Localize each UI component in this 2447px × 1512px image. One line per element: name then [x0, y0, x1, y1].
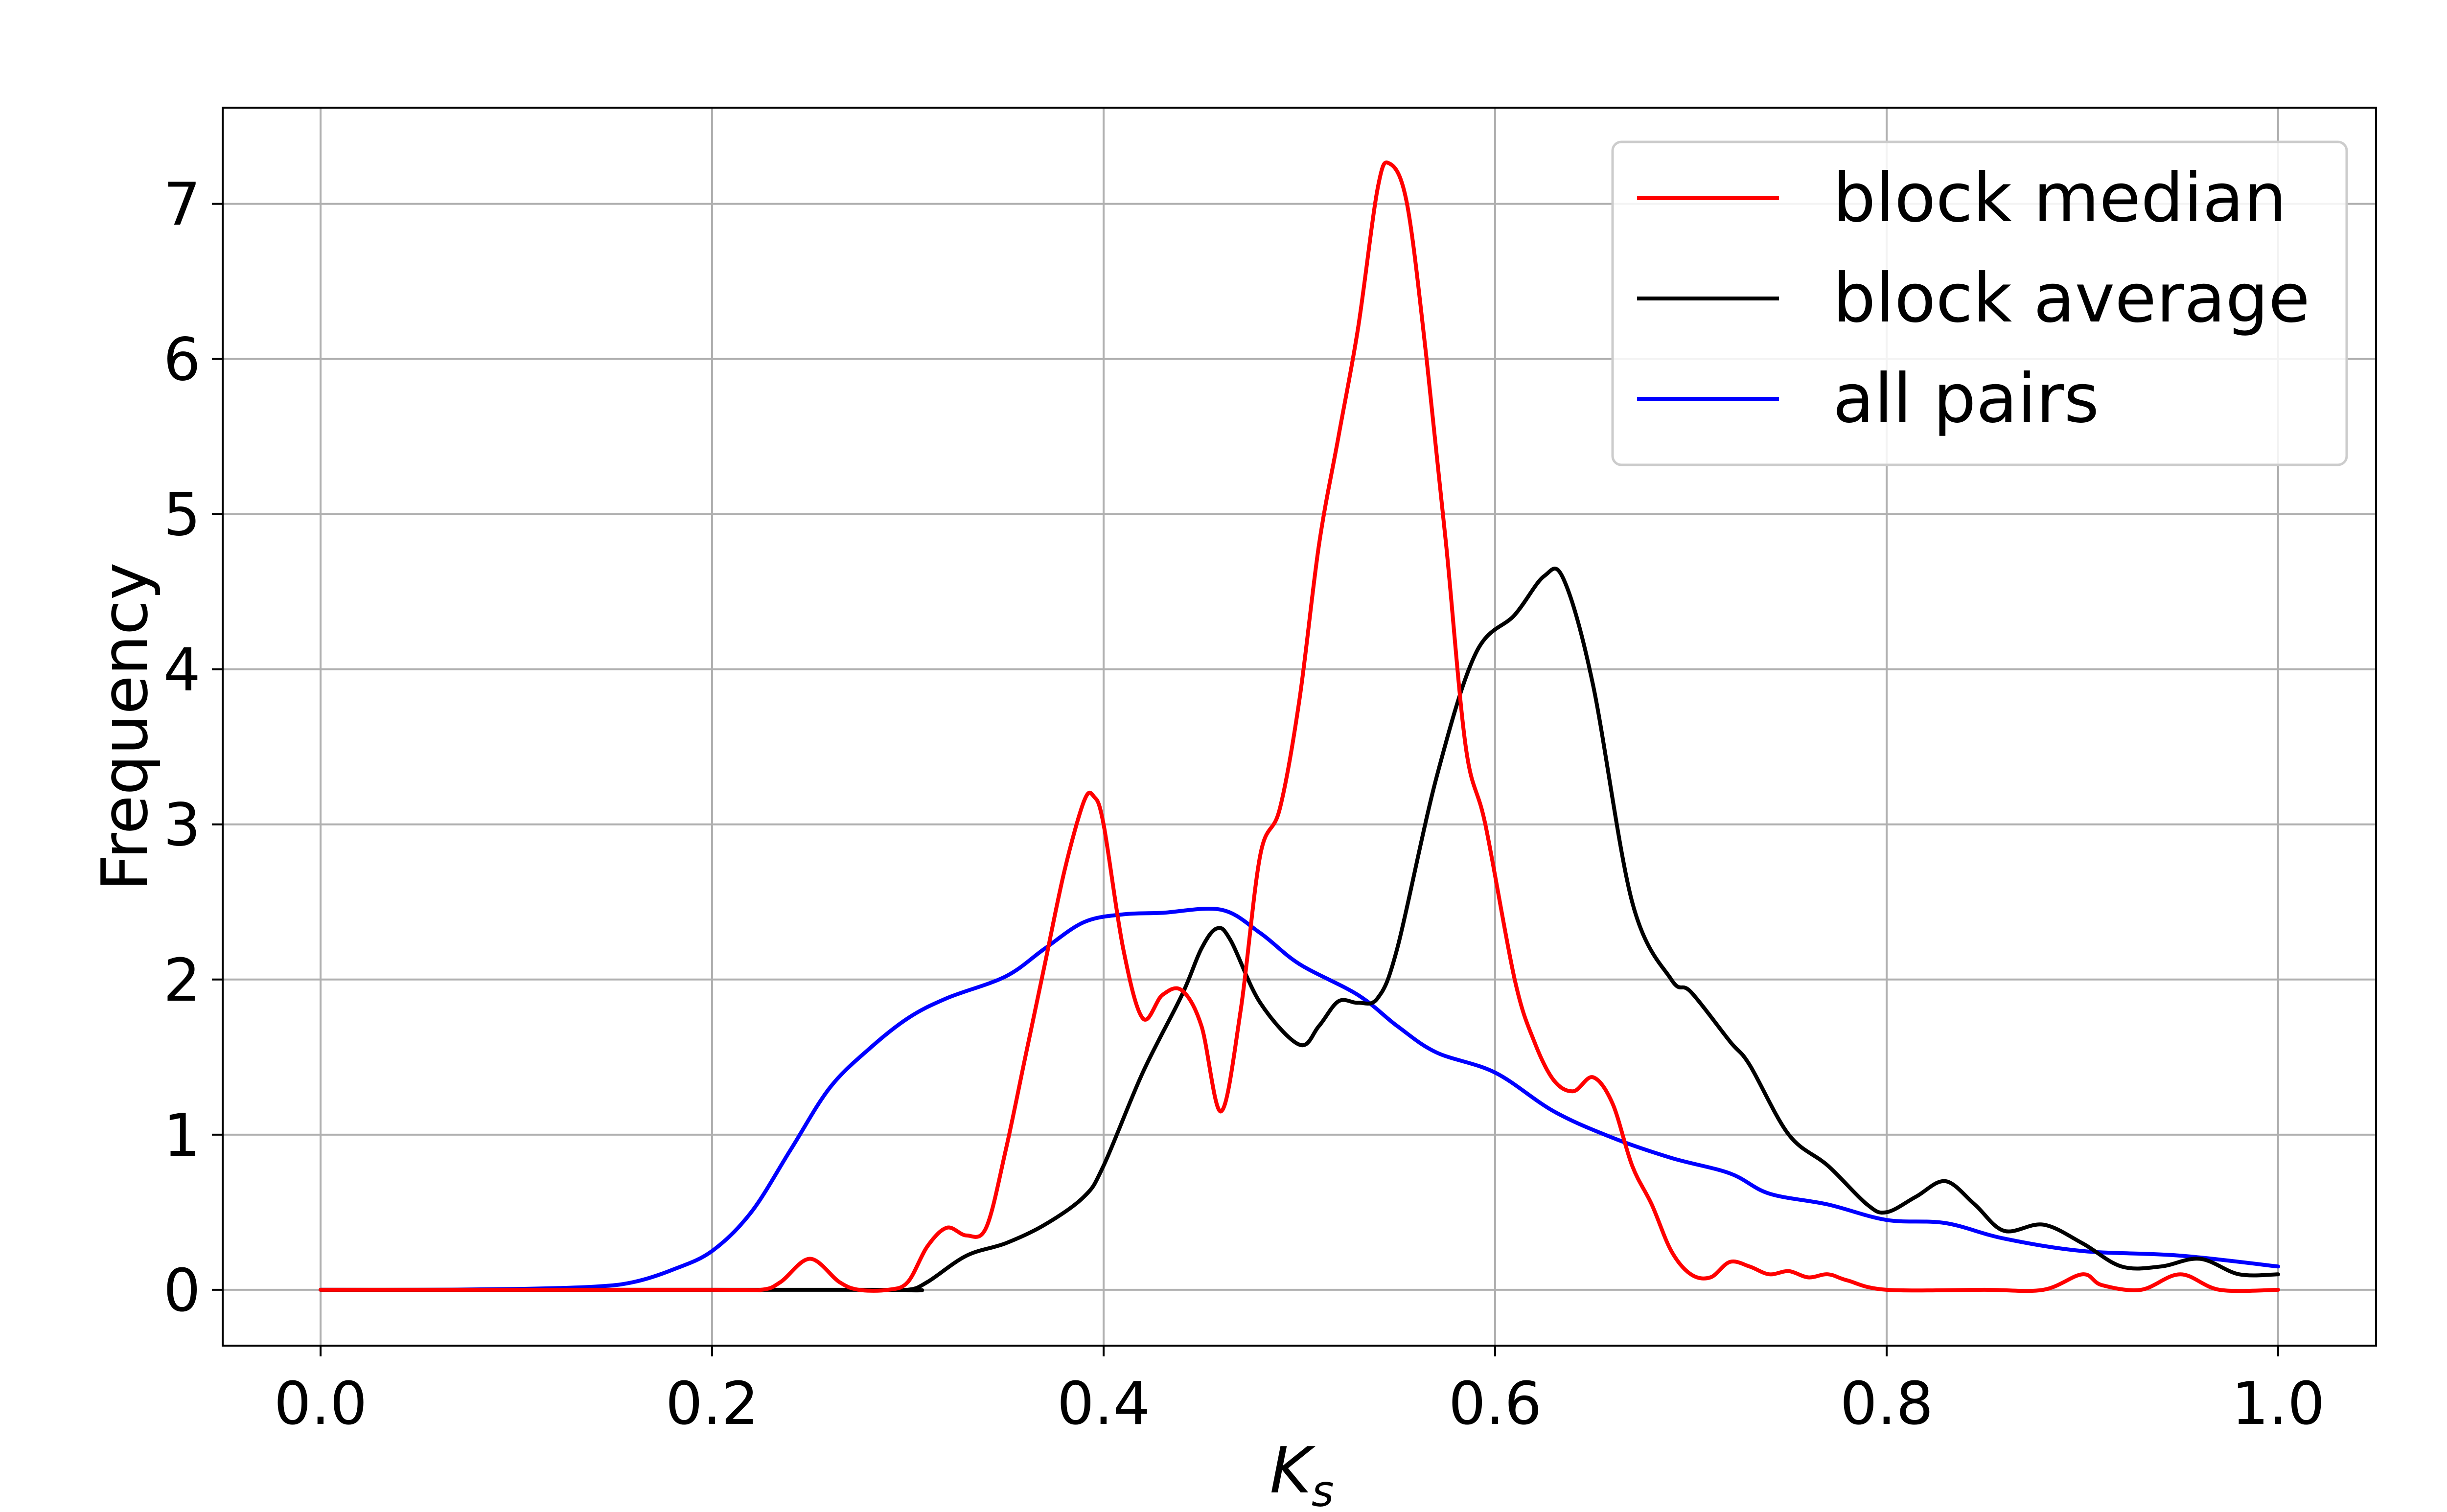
x-axis-label-subscript: s	[1312, 1466, 1334, 1512]
legend-label-all-pairs: all pairs	[1833, 359, 2099, 438]
y-tick-label: 6	[163, 326, 201, 394]
x-tick-label: 1.0	[2232, 1370, 2325, 1438]
y-tick-label: 5	[163, 481, 201, 550]
x-tick-label: 0.8	[1840, 1370, 1934, 1438]
x-tick-label: 0.4	[1057, 1370, 1151, 1438]
legend-label-block-median: block median	[1833, 159, 2286, 237]
legend-box	[1611, 140, 2348, 466]
series-line-block-median	[319, 160, 2280, 1293]
y-tick-label: 0	[163, 1257, 201, 1325]
y-tick-label: 3	[163, 792, 201, 860]
x-axis-label-main: K	[1270, 1433, 1316, 1508]
plot-frame	[222, 107, 2377, 1347]
y-tick-label: 4	[163, 637, 201, 705]
x-tick-label: 0.2	[666, 1370, 759, 1438]
series-line-block-average	[319, 567, 2280, 1293]
legend: block median block average all pairs	[1611, 140, 2348, 466]
x-tick-label: 0.0	[274, 1370, 368, 1438]
series-layer	[319, 160, 2280, 1293]
y-tick-label: 2	[163, 947, 201, 1015]
y-tick-label: 1	[163, 1102, 201, 1170]
legend-label-block-average: block average	[1833, 259, 2310, 338]
x-tick-label: 0.6	[1449, 1370, 1542, 1438]
grid	[223, 108, 2376, 1346]
ticks: 0.0 0.2 0.4 0.6 0.8 1.0 0 1 2 3 4 5 6 7	[163, 171, 2325, 1438]
x-axis-label: Ks	[1270, 1433, 1334, 1512]
y-axis-label: Frequency	[88, 562, 162, 891]
y-tick-label: 7	[163, 171, 201, 239]
series-line-all-pairs	[319, 906, 2280, 1292]
